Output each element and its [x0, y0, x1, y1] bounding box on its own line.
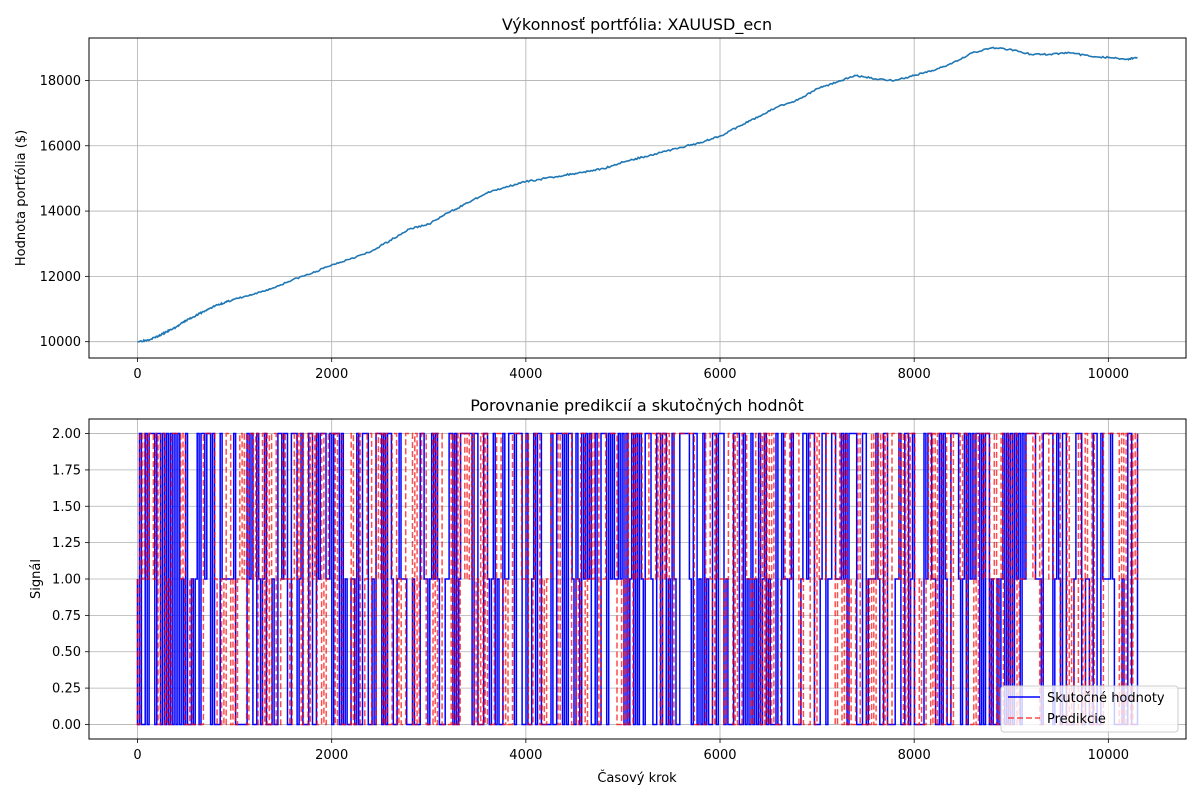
legend-box: [1000, 685, 1179, 733]
bottom-ticks: 0 2000 4000 6000 8000 10000 0.00 0.25 0.50 0.75 1.…: [52, 427, 1129, 763]
bottom-y-tick-label: 2.00: [52, 427, 81, 442]
bottom-x-tick-label: 0: [133, 748, 141, 763]
top-x-tick-label: 6000: [703, 367, 736, 382]
top-y-tick-label: 16000: [40, 139, 81, 154]
top-ticks: 0 2000 4000 6000 8000 10000 10000 12000 14000 160…: [40, 74, 1129, 382]
top-y-tick-label: 10000: [40, 335, 81, 350]
top-x-tick-label: 0: [133, 367, 141, 382]
legend-prediction-label: Predikcie: [1047, 712, 1106, 727]
bottom-y-tick-label: 0.00: [52, 718, 81, 733]
top-y-tick-label: 12000: [40, 270, 81, 285]
top-chart: Výkonnosť portfólia: XAUUSD_ecn 0 2000 400…: [14, 15, 1187, 382]
bottom-x-tick-label: 10000: [1088, 748, 1129, 763]
portfolio-value-line: [137, 46, 1138, 343]
bottom-plot-area: [136, 432, 1139, 726]
top-y-tick-label: 18000: [40, 74, 81, 89]
legend-actual-label: Skutočné hodnoty: [1047, 691, 1165, 706]
top-x-tick-label: 4000: [509, 367, 542, 382]
bottom-y-tick-label: 1.00: [52, 573, 81, 588]
top-x-tick-label: 2000: [315, 367, 348, 382]
top-plot-area: [137, 46, 1138, 343]
bottom-y-tick-label: 1.75: [52, 463, 81, 478]
top-y-axis-label: Hodnota portfólia ($): [14, 130, 29, 266]
bottom-y-tick-label: 0.25: [52, 682, 81, 697]
bottom-y-tick-label: 0.50: [52, 645, 81, 660]
top-axes-frame: [88, 37, 1187, 359]
legend: Skutočné hodnoty Predikcie: [1000, 685, 1179, 733]
predictions-line: [136, 432, 1139, 726]
bottom-y-tick-label: 1.25: [52, 536, 81, 551]
top-y-tick-label: 14000: [40, 205, 81, 220]
top-x-tick-label: 8000: [898, 367, 931, 382]
bottom-chart: Porovnanie predikcií a skutočných hodnôt…: [29, 396, 1187, 786]
bottom-y-tick-label: 0.75: [52, 609, 81, 624]
bottom-x-tick-label: 4000: [509, 748, 542, 763]
bottom-x-tick-label: 2000: [315, 748, 348, 763]
bottom-y-axis-label: Signál: [29, 559, 44, 599]
bottom-y-tick-label: 1.50: [52, 500, 81, 515]
bottom-x-axis-label: Časový krok: [597, 770, 677, 786]
top-x-tick-label: 10000: [1088, 367, 1129, 382]
top-gridlines: [89, 38, 1186, 358]
bottom-chart-title: Porovnanie predikcií a skutočných hodnôt: [470, 396, 804, 415]
top-chart-title: Výkonnosť portfólia: XAUUSD_ecn: [502, 15, 772, 35]
bottom-x-tick-label: 6000: [703, 748, 736, 763]
bottom-x-tick-label: 8000: [898, 748, 931, 763]
